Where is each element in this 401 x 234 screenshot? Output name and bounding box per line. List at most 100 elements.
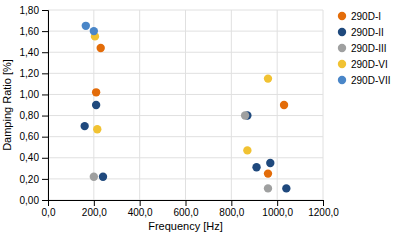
point [92,88,100,96]
legend-label: 290D-VII [351,75,390,86]
tick-label: 0,00 [20,195,40,206]
point [264,74,272,82]
tick-label: 1,20 [20,68,40,79]
tick-label: 0,0 [42,207,56,218]
tick-mark [42,158,48,159]
tick-mark [42,10,48,11]
tick: 0,00 [20,195,48,206]
tick-mark [42,179,48,180]
grid-line-x [323,10,324,200]
tick-mark [140,200,141,206]
point [80,122,88,130]
tick: 0,0 [42,200,56,218]
grid-line-x [231,10,232,200]
point [264,184,272,192]
tick-label: 1000,0 [262,207,293,218]
tick: 0,20 [20,174,48,185]
tick-label: 0,60 [20,131,40,142]
tick: 0,40 [20,152,48,163]
tick-label: 0,20 [20,174,40,185]
x-axis: 0,0 200,0 400,0 600,0 800,0 1000,0 1200,0 [42,200,340,218]
tick-label: 600,0 [173,207,198,218]
tick: 200,0 [82,200,107,218]
point [92,101,100,109]
points [80,22,290,193]
tick-mark [277,200,278,206]
tick-mark [42,137,48,138]
grid-line-x [277,10,278,200]
legend-item: 290D-I [338,11,381,22]
tick: 1200,0 [308,200,339,218]
grid-line-y [48,94,323,95]
grid-line-x [139,10,140,200]
legend-label: 290D-III [351,43,387,54]
tick: 1,80 [20,5,48,16]
tick: 600,0 [173,200,198,218]
point [264,169,272,177]
series [82,22,98,36]
tick-label: 1,00 [20,89,40,100]
y-axis-title: Damping Ratio [%] [1,59,13,151]
series [92,44,288,178]
legend-label: 290D-II [351,27,384,38]
tick-mark [42,116,48,117]
chart: 0,0200,0400,0600,0800,01000,01200,00,000… [0,0,401,234]
point [90,27,98,35]
tick-mark [42,94,48,95]
tick-label: 0,80 [20,110,40,121]
tick-label: 800,0 [219,207,244,218]
series [91,32,272,154]
point [82,22,90,30]
tick-mark [186,200,187,206]
grid [48,10,323,200]
point [241,111,249,119]
legend-marker [338,28,346,36]
tick-label: 200,0 [82,207,107,218]
tick: 0,60 [20,131,48,142]
legend-item: 290D-VI [338,59,388,70]
grid-line-y [48,10,323,11]
tick-label: 400,0 [128,207,153,218]
tick: 0,80 [20,110,48,121]
tick-label: 0,40 [20,152,40,163]
x-axis-title: Frequency [Hz] [148,220,223,232]
legend-marker [338,12,346,20]
grid-line-y [48,31,323,32]
grid-line-y [48,73,323,74]
tick-label: 1,80 [20,5,40,16]
legend-item: 290D-II [338,27,384,38]
tick-label: 1200,0 [308,207,339,218]
legend-label: 290D-I [351,11,381,22]
legend-marker [338,60,346,68]
legend-label: 290D-VI [351,59,388,70]
tick-mark [42,200,48,201]
legend-item: 290D-VII [338,75,391,86]
legend: 290D-I 290D-II 290D-III 290D-VI 290D-VII [338,11,391,86]
grid-line-x [185,10,186,200]
point [99,173,107,181]
grid-line-y [48,115,323,116]
point [93,125,101,133]
grid-line-y [48,52,323,53]
point [97,44,105,52]
point [90,173,98,181]
point [280,101,288,109]
tick: 1,00 [20,89,48,100]
tick: 400,0 [128,200,153,218]
point [266,159,274,167]
series [80,101,290,193]
tick-mark [323,200,324,206]
tick-mark [231,200,232,206]
tick-mark [42,31,48,32]
point [252,163,260,171]
legend-item: 290D-III [338,43,387,54]
y-axis: 0,00 0,20 0,40 0,60 0,80 1,00 1,20 1,40 1,60 1,80 [20,5,49,206]
axis-line [49,201,324,207]
tick-mark [94,200,95,206]
tick-label: 1,40 [20,47,40,58]
tick-label: 1,60 [20,26,40,37]
plot: 0,0200,0400,0600,0800,01000,01200,00,000… [20,5,340,218]
tick-mark [42,52,48,53]
grid-line-y [48,157,323,158]
series [90,111,273,192]
